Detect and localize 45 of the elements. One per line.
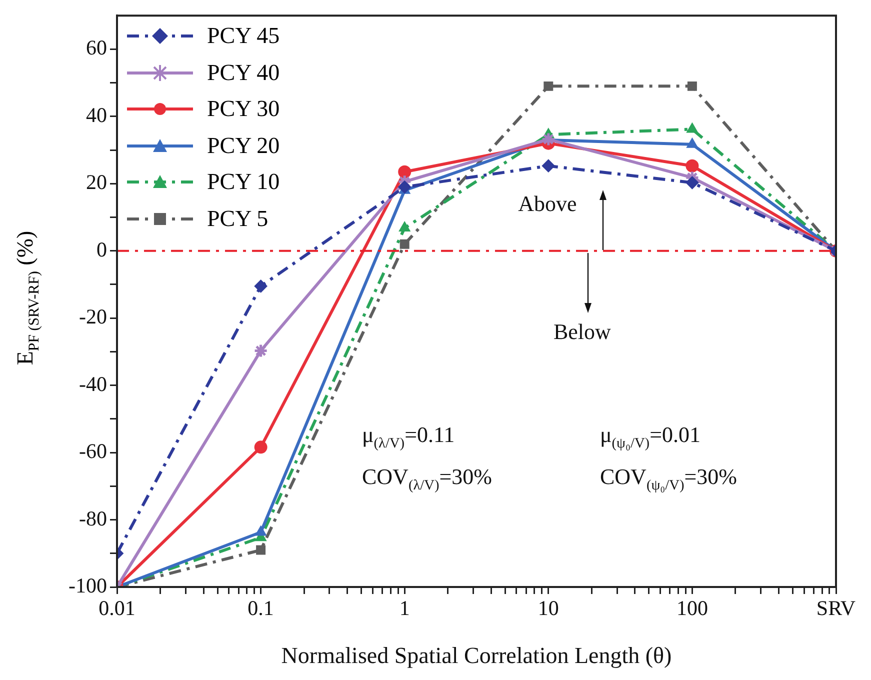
annotation: COV$_{(ψ₀/V)}$=30% — [600, 464, 737, 494]
point — [255, 526, 266, 536]
annotation: COV$_{(λ/V)}$=30% — [362, 464, 492, 494]
x-axis-title: Normalised Spatial Correlation Length (θ) — [281, 643, 672, 668]
y-tick-label: 60 — [86, 36, 107, 60]
legend-label: PCY 20 — [207, 132, 280, 159]
x-tick-label: SRV — [816, 596, 856, 620]
point — [686, 176, 699, 190]
x-tick-label: 10 — [538, 596, 559, 620]
annotation: μ$_{(ψ₀/V)}$=0.01 — [600, 422, 700, 452]
point — [398, 222, 410, 232]
x-tick-label: 0.1 — [248, 596, 274, 620]
point — [686, 159, 699, 172]
annotation: Above — [518, 190, 577, 216]
y-tick-label: 40 — [86, 102, 107, 127]
legend-label: PCY 40 — [207, 60, 280, 86]
annotation: μ$_{(λ/V)}$=0.11 — [362, 422, 455, 452]
point — [254, 440, 268, 454]
y-tick-label: 0 — [96, 237, 107, 262]
point — [541, 132, 556, 147]
point — [687, 81, 697, 91]
x-tick-label: 100 — [676, 596, 708, 620]
point — [254, 343, 268, 358]
y-tick-label: 20 — [86, 170, 107, 194]
y-tick-label: -100 — [68, 574, 107, 598]
point — [254, 280, 268, 293]
x-tick-label: 1 — [399, 596, 410, 620]
point — [398, 165, 412, 178]
point — [686, 122, 698, 133]
y-tick-label: -80 — [79, 506, 107, 530]
legend-label: PCY 45 — [207, 23, 280, 50]
legend-label: PCY 30 — [207, 96, 280, 122]
y-tick-label: -60 — [79, 439, 107, 464]
y-tick-label: -20 — [79, 304, 107, 329]
point — [400, 239, 410, 249]
y-tick-label: -40 — [79, 372, 107, 396]
legend-label: PCY 10 — [207, 169, 280, 196]
point — [544, 81, 554, 91]
legend-label: PCY 5 — [207, 206, 268, 232]
annotation: Below — [553, 318, 611, 344]
point — [256, 545, 266, 555]
point — [542, 159, 555, 172]
point — [398, 180, 412, 194]
point — [686, 138, 698, 148]
x-tick-label: 0.01 — [98, 596, 136, 620]
